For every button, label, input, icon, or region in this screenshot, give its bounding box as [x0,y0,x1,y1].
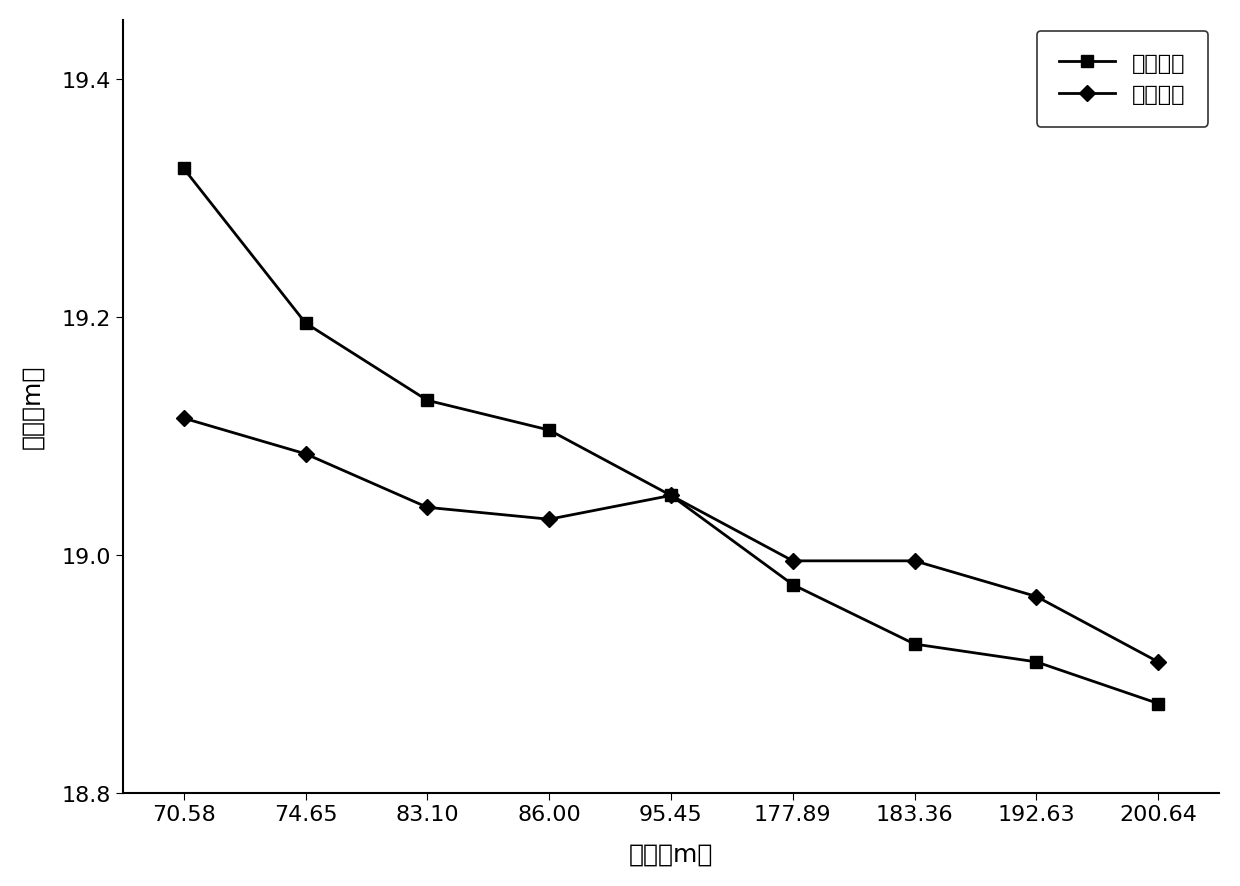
Line: 管内水位: 管内水位 [179,164,1164,710]
管内水位 [663,491,678,501]
管外水位 [542,514,557,525]
管内水位 [298,318,312,329]
管内水位 [542,425,557,436]
管内水位 [1029,657,1044,667]
管内水位 [785,579,800,590]
管外水位 [1151,657,1166,667]
管外水位 [420,502,435,513]
管外水位 [785,556,800,566]
Line: 管外水位: 管外水位 [179,413,1164,668]
管外水位 [908,556,923,566]
管内水位 [176,164,191,175]
Y-axis label: 水位（m）: 水位（m） [21,365,45,449]
管外水位 [298,449,312,460]
管外水位 [176,414,191,424]
管外水位 [1029,592,1044,602]
管内水位 [1151,698,1166,709]
X-axis label: 深度（m）: 深度（m） [629,841,713,866]
管内水位 [908,639,923,649]
管外水位 [663,491,678,501]
Legend: 管内水位, 管外水位: 管内水位, 管外水位 [1037,32,1208,128]
管内水位 [420,395,435,406]
